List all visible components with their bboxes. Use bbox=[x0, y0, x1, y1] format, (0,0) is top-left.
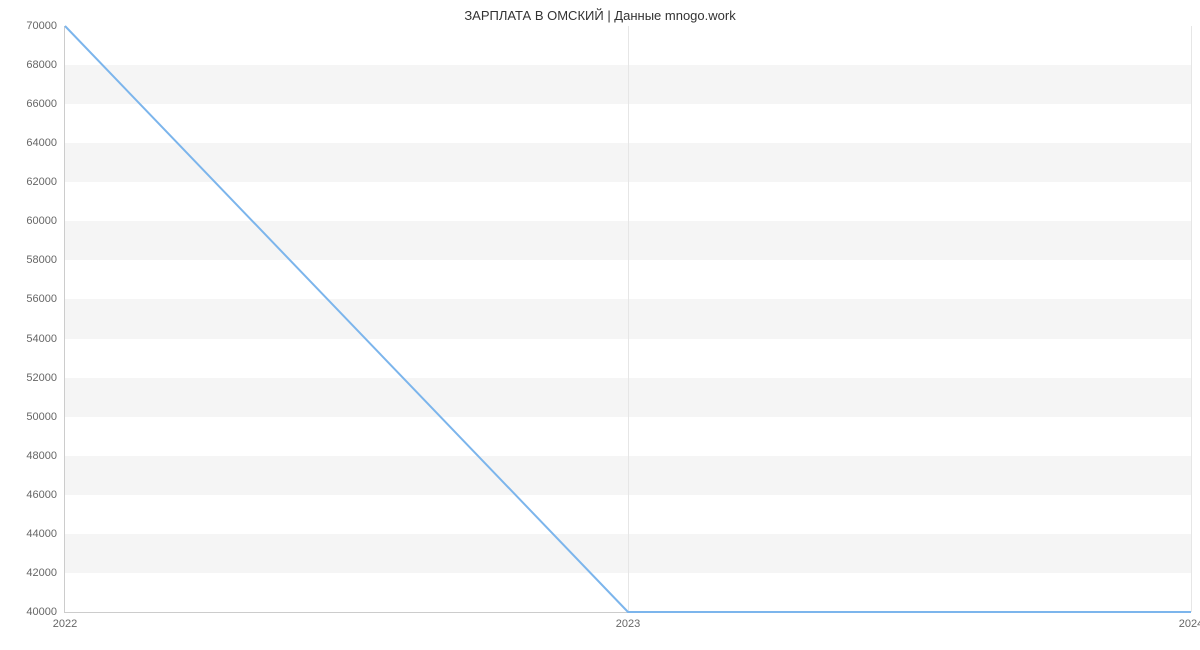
y-tick-label: 52000 bbox=[26, 372, 57, 384]
y-tick-label: 46000 bbox=[26, 489, 57, 501]
y-tick-label: 42000 bbox=[26, 567, 57, 579]
y-tick-label: 40000 bbox=[26, 606, 57, 618]
x-gridline bbox=[1191, 26, 1192, 612]
plot-area: 4000042000440004600048000500005200054000… bbox=[64, 26, 1191, 613]
line-layer bbox=[65, 26, 1191, 612]
y-tick-label: 44000 bbox=[26, 528, 57, 540]
y-tick-label: 58000 bbox=[26, 254, 57, 266]
y-tick-label: 62000 bbox=[26, 176, 57, 188]
y-tick-label: 64000 bbox=[26, 137, 57, 149]
y-tick-label: 70000 bbox=[26, 20, 57, 32]
chart-container: ЗАРПЛАТА В ОМСКИЙ | Данные mnogo.work 40… bbox=[0, 0, 1200, 650]
chart-title: ЗАРПЛАТА В ОМСКИЙ | Данные mnogo.work bbox=[0, 8, 1200, 23]
x-tick-label: 2022 bbox=[53, 618, 77, 630]
x-tick-label: 2023 bbox=[616, 618, 640, 630]
series-line-salary bbox=[65, 26, 1191, 612]
y-tick-label: 48000 bbox=[26, 450, 57, 462]
y-tick-label: 60000 bbox=[26, 215, 57, 227]
y-tick-label: 68000 bbox=[26, 59, 57, 71]
y-tick-label: 66000 bbox=[26, 98, 57, 110]
y-tick-label: 54000 bbox=[26, 333, 57, 345]
y-tick-label: 50000 bbox=[26, 411, 57, 423]
x-tick-label: 2024 bbox=[1179, 618, 1200, 630]
y-tick-label: 56000 bbox=[26, 293, 57, 305]
